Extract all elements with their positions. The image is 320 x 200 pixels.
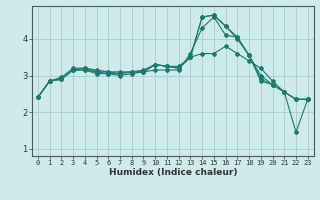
X-axis label: Humidex (Indice chaleur): Humidex (Indice chaleur) [108,168,237,177]
